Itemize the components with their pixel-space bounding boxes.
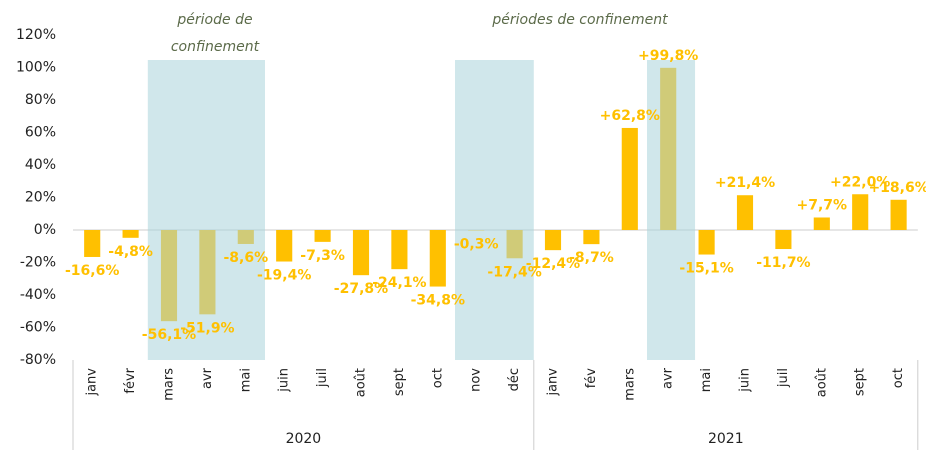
y-tick-label: 20% [25,190,56,206]
x-tick-label: juin [277,368,292,393]
annotation: confinement [171,39,260,55]
bar [775,230,792,250]
y-tick-label: -20% [20,255,56,271]
y-tick-label: 100% [16,60,56,76]
value-label: -19,4% [257,268,311,284]
annotation: période de [176,12,252,28]
bar [698,230,715,255]
y-tick-label: 80% [25,92,56,108]
x-tick-label: juin [738,368,753,393]
x-tick-label: août [814,368,829,397]
value-label: -7,3% [300,248,345,264]
bar [276,230,293,262]
year-label: 2020 [286,431,322,447]
value-label: -34,8% [411,293,465,309]
x-tick-label: sept [853,368,868,396]
value-label: -11,7% [756,255,810,271]
value-label: -8,7% [569,250,614,266]
value-label: -0,3% [454,236,499,252]
value-label: +7,7% [797,197,848,213]
lockdown-shade [147,60,265,360]
x-tick-label: avr [661,367,676,389]
value-label: -27,8% [334,281,388,297]
value-label: +22,0% [830,174,890,190]
value-label: -56,1% [142,327,196,343]
value-label: -12,4% [526,256,580,272]
x-tick-label: juil [315,368,330,388]
bar [84,230,101,257]
value-label: +99,8% [638,48,698,64]
value-label: +18,6% [868,180,926,196]
value-label: +62,8% [600,108,660,124]
value-label: -4,8% [108,244,153,260]
bar [544,230,562,251]
x-tick-label: mai [699,368,714,392]
x-tick-label: juil [776,368,791,388]
x-tick-label: janv [546,368,561,397]
x-tick-label: févr [123,367,138,393]
bar [429,230,446,287]
x-tick-label: avr [200,367,215,389]
y-tick-label: -60% [20,320,56,336]
y-tick-label: -80% [20,352,56,368]
x-tick-label: fév [584,368,599,389]
x-tick-label: janv [85,368,100,397]
y-tick-label: 120% [16,27,56,43]
bar [314,230,331,242]
value-label: -51,9% [180,320,234,336]
bar [736,195,754,230]
x-tick-label: août [354,368,369,397]
bar [890,199,907,230]
x-tick-label: déc [507,368,522,391]
annotation: périodes de confinement [491,12,668,28]
bar [583,230,600,245]
value-label: -15,1% [679,261,733,277]
y-tick-label: 40% [25,157,56,173]
value-label: +21,4% [715,175,775,191]
bar [352,230,370,276]
y-tick-label: 60% [25,125,56,141]
bar [391,230,408,270]
x-tick-label: mai [238,368,253,392]
y-tick-label: 0% [34,222,56,238]
lockdown-shade [455,60,534,360]
x-tick-label: nov [469,368,484,392]
value-label: -8,6% [223,250,268,266]
x-tick-label: oct [430,368,445,388]
value-label: -24,1% [372,275,426,291]
x-tick-label: mars [162,368,177,401]
bar [852,194,869,230]
value-label: -17,4% [487,264,541,280]
bar [621,127,638,230]
x-tick-label: mars [622,368,637,401]
y-tick-label: -40% [20,287,56,303]
x-tick-label: oct [891,368,906,388]
x-tick-label: sept [392,368,407,396]
bar [122,230,139,238]
bar [813,217,830,230]
value-label: -16,6% [65,263,119,279]
lockdown-shade [647,60,696,360]
year-label: 2021 [708,431,744,447]
